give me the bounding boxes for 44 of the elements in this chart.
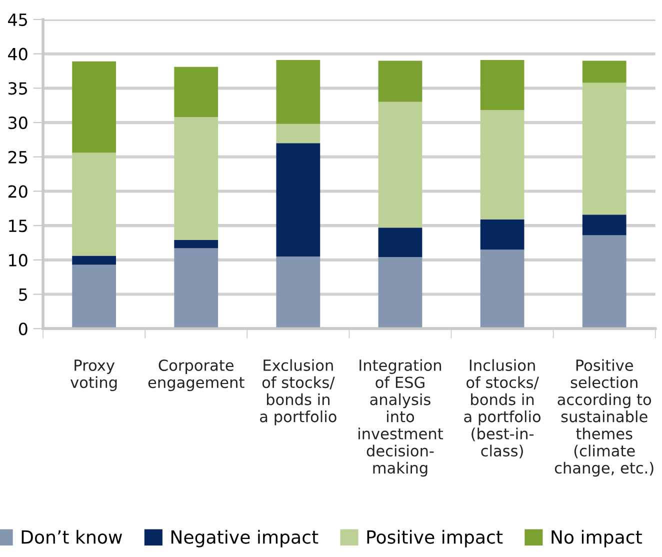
bar	[378, 60, 422, 102]
y-tick-label: 20	[8, 185, 28, 198]
bar	[72, 256, 116, 265]
x-tick-label: Positive selection according to sustainable themes (climate change, etc.)	[554, 359, 654, 477]
bar	[378, 257, 422, 329]
x-tick-label: Inclusion of stocks/ bonds in a portfolio (best-in- class)	[464, 359, 541, 458]
legend-label: Negative impact	[171, 530, 318, 548]
bar	[480, 250, 524, 329]
x-tick-label: Exclusion of stocks/ bonds in a portfolio	[260, 359, 336, 426]
x-tick-label: Proxy voting	[70, 360, 117, 392]
bar	[480, 60, 524, 110]
x-tick-label: Corporate engagement	[148, 359, 244, 392]
bar	[480, 110, 524, 220]
y-tick-label: 35	[8, 82, 27, 95]
x-tick-label: Integration of ESG analysis into investment decision- making	[358, 359, 444, 477]
y-tick-label: 40	[8, 48, 28, 60]
bar	[480, 219, 524, 250]
y-tick-label: 5	[19, 288, 27, 301]
y-tick-label: 10	[9, 254, 28, 266]
bar	[582, 82, 626, 215]
legend-label: Don’t know	[22, 530, 122, 544]
bar	[276, 124, 320, 144]
y-tick-label: 15	[9, 220, 27, 232]
bar	[72, 61, 116, 153]
bar	[582, 235, 626, 329]
bar	[174, 66, 218, 118]
bar	[72, 264, 116, 329]
bar	[276, 143, 320, 256]
bar	[174, 117, 218, 240]
legend-label: No impact	[552, 530, 642, 548]
bar	[582, 214, 626, 236]
bar	[582, 60, 626, 83]
bar	[378, 102, 422, 228]
y-tick-label: 30	[8, 116, 28, 130]
y-tick-label: 0	[18, 322, 28, 336]
bar	[378, 228, 422, 258]
bar	[276, 256, 320, 329]
y-tick-label: 45	[8, 14, 27, 26]
y-tick-label: 25	[8, 150, 27, 164]
bar	[72, 152, 116, 256]
legend-label: Positive impact	[367, 530, 503, 548]
bar	[174, 248, 218, 329]
bar	[276, 60, 320, 124]
bar	[174, 240, 218, 248]
